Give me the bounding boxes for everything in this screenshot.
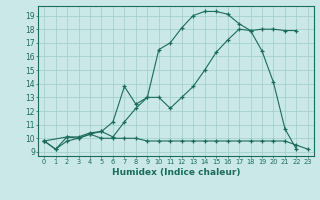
X-axis label: Humidex (Indice chaleur): Humidex (Indice chaleur) — [112, 168, 240, 177]
